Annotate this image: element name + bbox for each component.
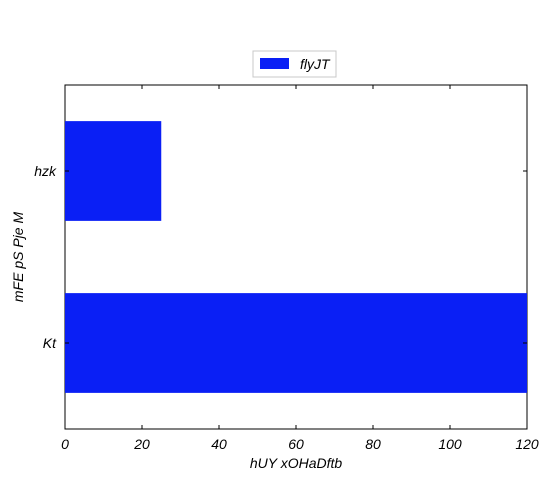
x-tick-label-20: 20 bbox=[133, 436, 150, 452]
y-tick-label-hzk: hzk bbox=[34, 163, 57, 179]
y-ticks-layer: hzk Kt bbox=[34, 163, 527, 351]
y-axis-label: mFE pS Pje M bbox=[10, 212, 26, 303]
x-tick-label-120: 120 bbox=[515, 436, 539, 452]
legend: flyJT bbox=[252, 50, 337, 78]
x-tick-label-40: 40 bbox=[211, 436, 227, 452]
bar-hzk bbox=[65, 121, 162, 221]
legend-label: flyJT bbox=[300, 56, 331, 72]
x-tick-label-0: 0 bbox=[61, 436, 69, 452]
x-tick-label-80: 80 bbox=[365, 436, 381, 452]
x-ticks-layer: 0 20 40 60 80 100 120 bbox=[61, 85, 539, 452]
bars-layer bbox=[65, 121, 527, 393]
legend-swatch bbox=[260, 58, 289, 69]
x-axis-label: hUY xOHaDftb bbox=[250, 455, 343, 471]
x-tick-label-100: 100 bbox=[438, 436, 462, 452]
y-tick-label-Kt: Kt bbox=[43, 335, 57, 351]
x-tick-label-60: 60 bbox=[288, 436, 304, 452]
bar-Kt bbox=[65, 293, 527, 393]
